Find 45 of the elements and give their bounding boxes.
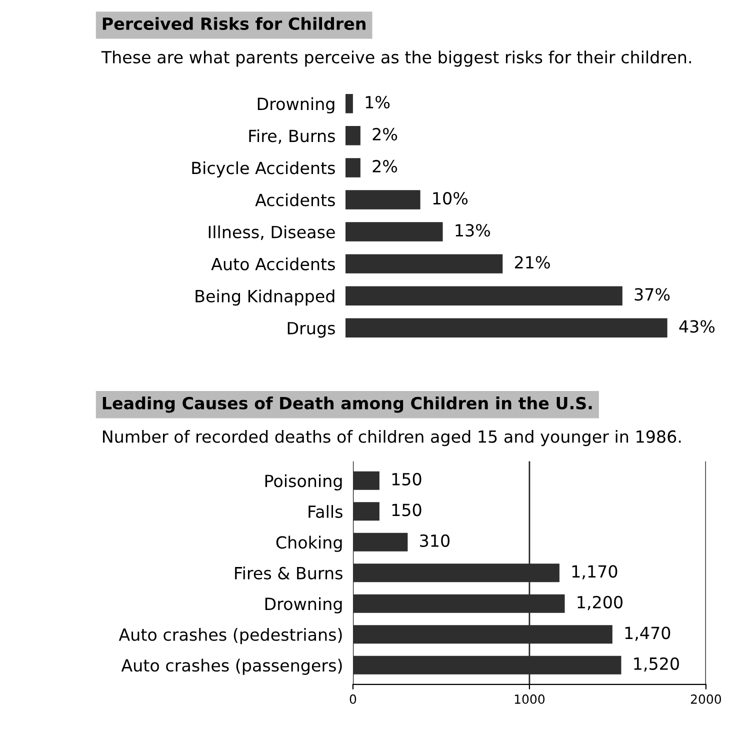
y-tick-label: Illness, Disease [208, 225, 335, 240]
x-tick-label: 0 [350, 694, 356, 704]
data-label: 13% [456, 224, 490, 237]
y-tick-label: Drowning [258, 97, 334, 114]
chart-subtitle: Number of recorded deaths of children aged 15 and younger in 1986. [103, 430, 681, 446]
bar [345, 254, 503, 274]
bar [345, 94, 353, 114]
data-label: 10% [433, 192, 468, 205]
data-label: 1,520 [634, 657, 679, 672]
x-tick-label: 1000 [514, 694, 545, 704]
y-tick-label: Accidents [255, 193, 335, 206]
y-tick-label: Bicycle Accidents [192, 161, 335, 178]
data-label: 1,470 [625, 626, 670, 641]
x-tick-label: 2000 [690, 694, 722, 704]
data-label: 21% [514, 256, 550, 269]
y-tick-label: Auto crashes (pedestrians) [118, 628, 342, 644]
y-tick-label: Fire, Burns [249, 129, 335, 144]
bar [345, 222, 443, 242]
data-label: 1,170 [572, 565, 618, 580]
chart-title: Perceived Risks for Children [102, 17, 366, 30]
bar [345, 158, 360, 178]
data-label: 150 [392, 472, 422, 486]
y-tick-label: Drowning [265, 597, 342, 614]
y-tick-label: Auto Accidents [211, 257, 335, 270]
data-label: 43% [679, 320, 715, 333]
data-label: 1% [366, 96, 390, 108]
data-label: 2% [372, 128, 398, 140]
chart-subtitle: These are what parents perceive as the biggest risks for their children. [101, 50, 691, 67]
bar [345, 190, 420, 210]
y-tick-label: Choking [276, 536, 342, 552]
y-tick-label: Being Kidnapped [196, 290, 334, 306]
chart-title: Leading Causes of Death among Children in the U.S. [102, 396, 592, 413]
y-tick-label: Falls [308, 505, 342, 518]
y-tick-label: Poisoning [265, 474, 342, 490]
bar [345, 318, 668, 338]
data-label: 2% [372, 160, 398, 173]
data-label: 1,200 [578, 596, 622, 610]
bar [345, 126, 360, 146]
y-tick-label: Drugs [288, 322, 335, 338]
y-tick-label: Fires & Burns [235, 566, 342, 580]
data-label: 310 [420, 534, 450, 547]
data-label: 37% [634, 288, 670, 301]
y-tick-label: Auto crashes (passengers) [121, 658, 342, 675]
data-label: 150 [392, 504, 422, 516]
bar [345, 286, 622, 306]
